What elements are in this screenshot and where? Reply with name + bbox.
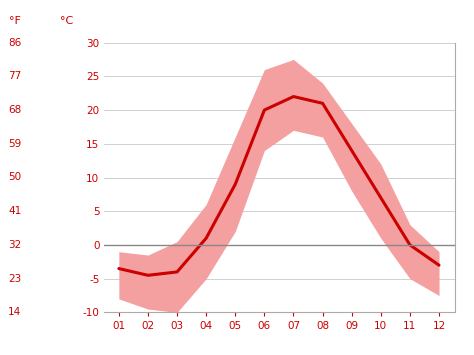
Text: 41: 41 xyxy=(8,206,21,216)
Text: 23: 23 xyxy=(8,274,21,284)
Text: 50: 50 xyxy=(8,173,21,182)
Text: °F: °F xyxy=(9,16,21,26)
Text: 59: 59 xyxy=(8,139,21,149)
Text: 32: 32 xyxy=(8,240,21,250)
Text: °C: °C xyxy=(60,16,73,26)
Text: 68: 68 xyxy=(8,105,21,115)
Text: 14: 14 xyxy=(8,307,21,317)
Text: 86: 86 xyxy=(8,38,21,48)
Text: 77: 77 xyxy=(8,71,21,81)
